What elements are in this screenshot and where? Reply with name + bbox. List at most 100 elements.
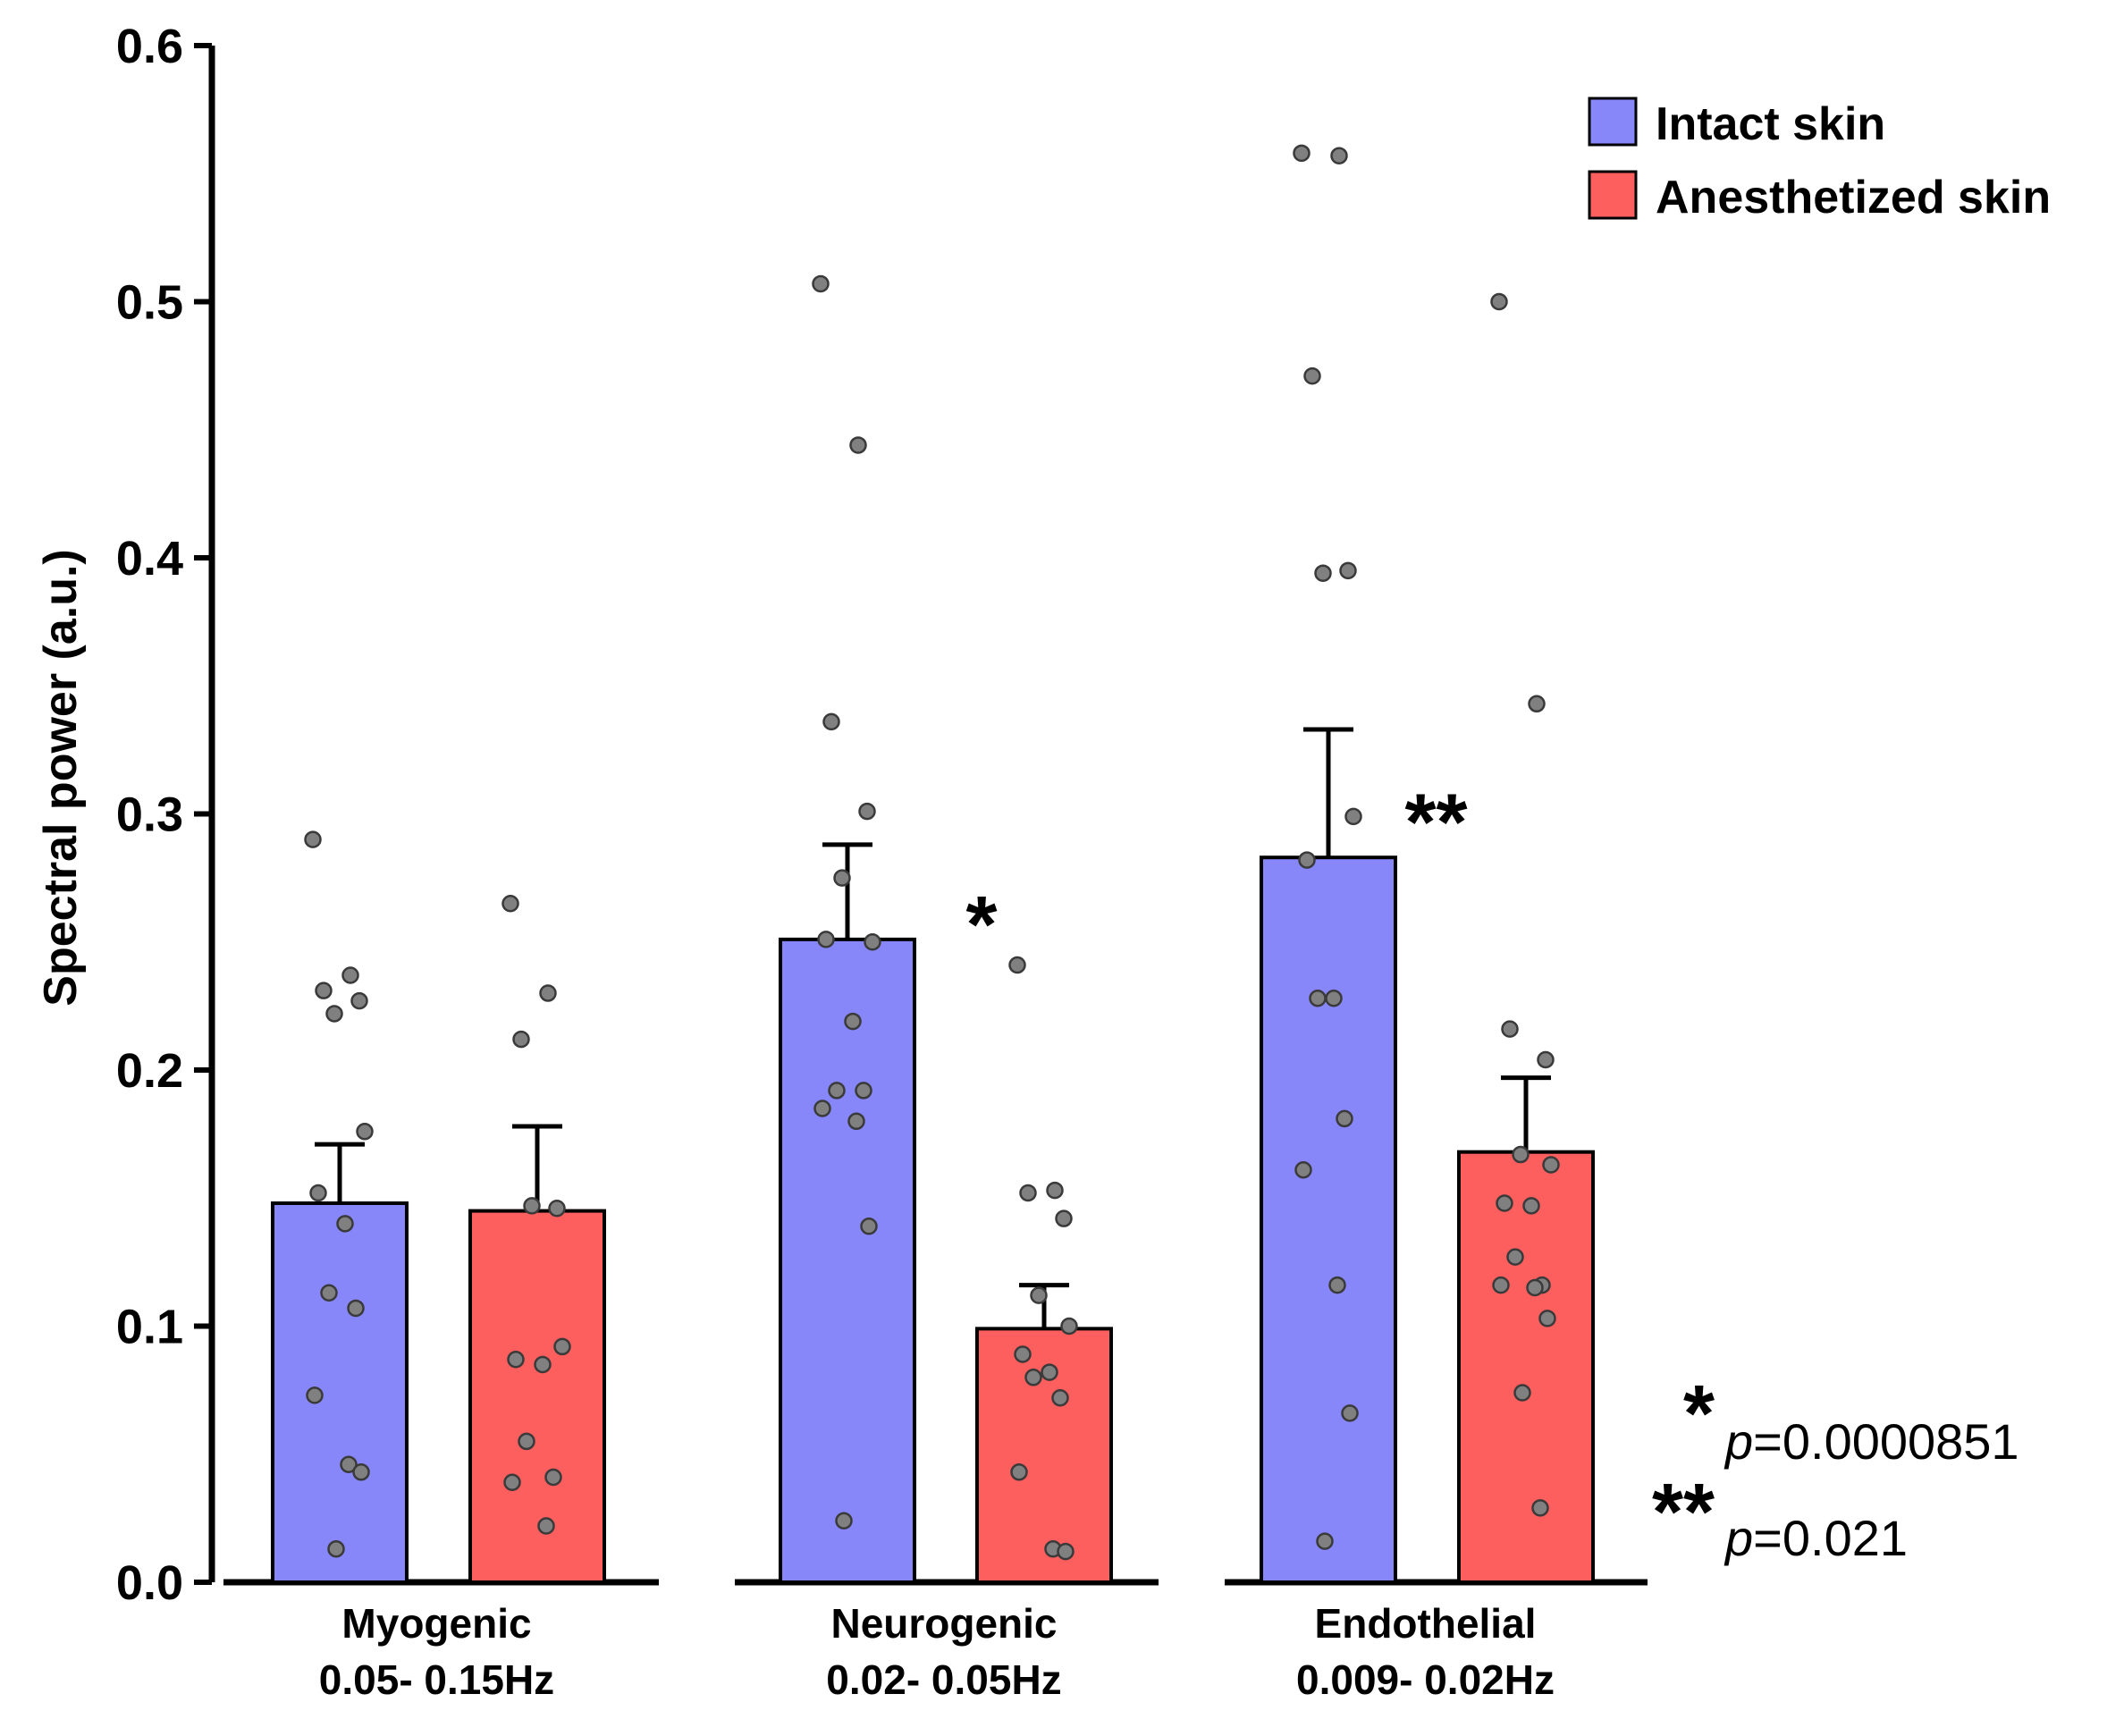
- data-point: [822, 712, 840, 731]
- data-point: [1298, 851, 1316, 869]
- annotations: **** p=0.0000851** p=0.021: [965, 779, 2019, 1567]
- legend-swatch: [1588, 170, 1638, 220]
- data-point: [1492, 1276, 1510, 1294]
- data-point: [828, 1082, 846, 1100]
- significance-marker: **: [1404, 779, 1467, 868]
- data-point: [1339, 561, 1357, 580]
- data-point: [503, 1473, 521, 1492]
- data-point: [1490, 292, 1508, 311]
- data-point: [304, 830, 322, 848]
- data-point: [507, 1350, 525, 1369]
- bars: [271, 727, 1595, 1585]
- group-label-name: Neurogenic: [830, 1600, 1057, 1647]
- data-point: [1344, 807, 1362, 826]
- data-point: [1019, 1184, 1037, 1202]
- pvalue-symbol: p: [1724, 1413, 1753, 1470]
- pvalue-stars: *: [1683, 1369, 1715, 1459]
- data-point: [336, 1215, 354, 1233]
- legend-label: Intact skin: [1656, 98, 1885, 150]
- data-point: [1051, 1388, 1069, 1407]
- data-point: [1055, 1209, 1073, 1227]
- data-point: [849, 436, 867, 454]
- data-point: [813, 1100, 831, 1117]
- data-point: [534, 1355, 552, 1374]
- y-tick-label: 0.0: [116, 1556, 183, 1610]
- data-point: [340, 1455, 358, 1473]
- y-tick-label: 0.6: [116, 20, 183, 73]
- data-point: [1542, 1156, 1560, 1174]
- bar: [779, 937, 916, 1584]
- data-point: [844, 1012, 862, 1031]
- data-point: [1024, 1369, 1042, 1386]
- data-point: [548, 1199, 566, 1218]
- data-point: [1030, 1286, 1048, 1304]
- group-label-range: 0.02- 0.05Hz: [826, 1656, 1061, 1703]
- data-point: [1325, 990, 1343, 1007]
- data-point: [855, 1082, 872, 1100]
- data-point: [352, 1463, 370, 1481]
- pvalue-symbol: p: [1724, 1510, 1753, 1566]
- pvalue-number: =0.0000851: [1753, 1413, 2019, 1470]
- data-point: [864, 933, 881, 951]
- data-point: [537, 1517, 555, 1535]
- bar: [1457, 1150, 1595, 1585]
- group-labels: Myogenic 0.05- 0.15Hz Neurogenic 0.02- 0.05…: [319, 1600, 1555, 1703]
- data-point: [1316, 1532, 1334, 1550]
- bar: [468, 1209, 606, 1584]
- data-point: [860, 1218, 878, 1235]
- data-point: [1014, 1345, 1032, 1363]
- data-points: [304, 144, 1560, 1561]
- data-point: [309, 1184, 327, 1202]
- data-point: [1538, 1310, 1556, 1327]
- data-point: [1303, 367, 1321, 385]
- data-point: [512, 1030, 530, 1049]
- data-point: [325, 1005, 343, 1023]
- pvalue-text: p=0.021: [1724, 1510, 1908, 1566]
- group-label-name: Endothelial: [1315, 1600, 1537, 1647]
- data-point: [350, 991, 368, 1010]
- y-tick-label: 0.2: [116, 1044, 183, 1098]
- data-point: [1522, 1197, 1540, 1215]
- data-point: [835, 1512, 853, 1530]
- data-point: [347, 1299, 365, 1318]
- data-point: [523, 1197, 541, 1215]
- data-point: [812, 274, 830, 293]
- y-axis: 0.0 0.1 0.2 0.3 0.4 0.5 0.6 Spectral power (a.u…: [35, 20, 1648, 1610]
- legend-label: Anesthetized skin: [1656, 172, 2051, 223]
- data-point: [306, 1386, 324, 1404]
- group-label-range: 0.009- 0.02Hz: [1296, 1656, 1555, 1703]
- data-point: [1060, 1317, 1078, 1336]
- data-point: [1010, 1463, 1028, 1481]
- data-point: [1513, 1384, 1531, 1402]
- data-point: [1293, 144, 1311, 163]
- y-tick-label: 0.3: [116, 788, 183, 842]
- data-point: [356, 1123, 374, 1141]
- data-point: [1526, 1278, 1544, 1297]
- data-point: [1512, 1145, 1530, 1164]
- bar: [271, 1201, 409, 1584]
- data-point: [518, 1432, 535, 1451]
- data-point: [544, 1468, 562, 1487]
- data-point: [1537, 1050, 1555, 1069]
- pvalue-number: =0.021: [1753, 1510, 1908, 1566]
- data-point: [847, 1112, 865, 1131]
- data-point: [1528, 695, 1546, 713]
- data-point: [858, 802, 876, 821]
- data-point: [1341, 1404, 1359, 1422]
- data-point: [1506, 1248, 1524, 1266]
- data-point: [1041, 1363, 1058, 1381]
- data-point: [1336, 1109, 1353, 1128]
- data-point: [1057, 1542, 1075, 1561]
- legend-swatch: [1588, 97, 1638, 147]
- data-point: [501, 895, 519, 913]
- data-point: [817, 931, 835, 948]
- group-label-range: 0.05- 0.15Hz: [319, 1656, 554, 1703]
- data-point: [1496, 1194, 1513, 1212]
- pvalue-stars: **: [1652, 1468, 1715, 1557]
- y-tick-label: 0.1: [116, 1301, 183, 1354]
- bar: [1260, 855, 1397, 1584]
- data-point: [1531, 1499, 1549, 1517]
- data-point: [1294, 1160, 1312, 1179]
